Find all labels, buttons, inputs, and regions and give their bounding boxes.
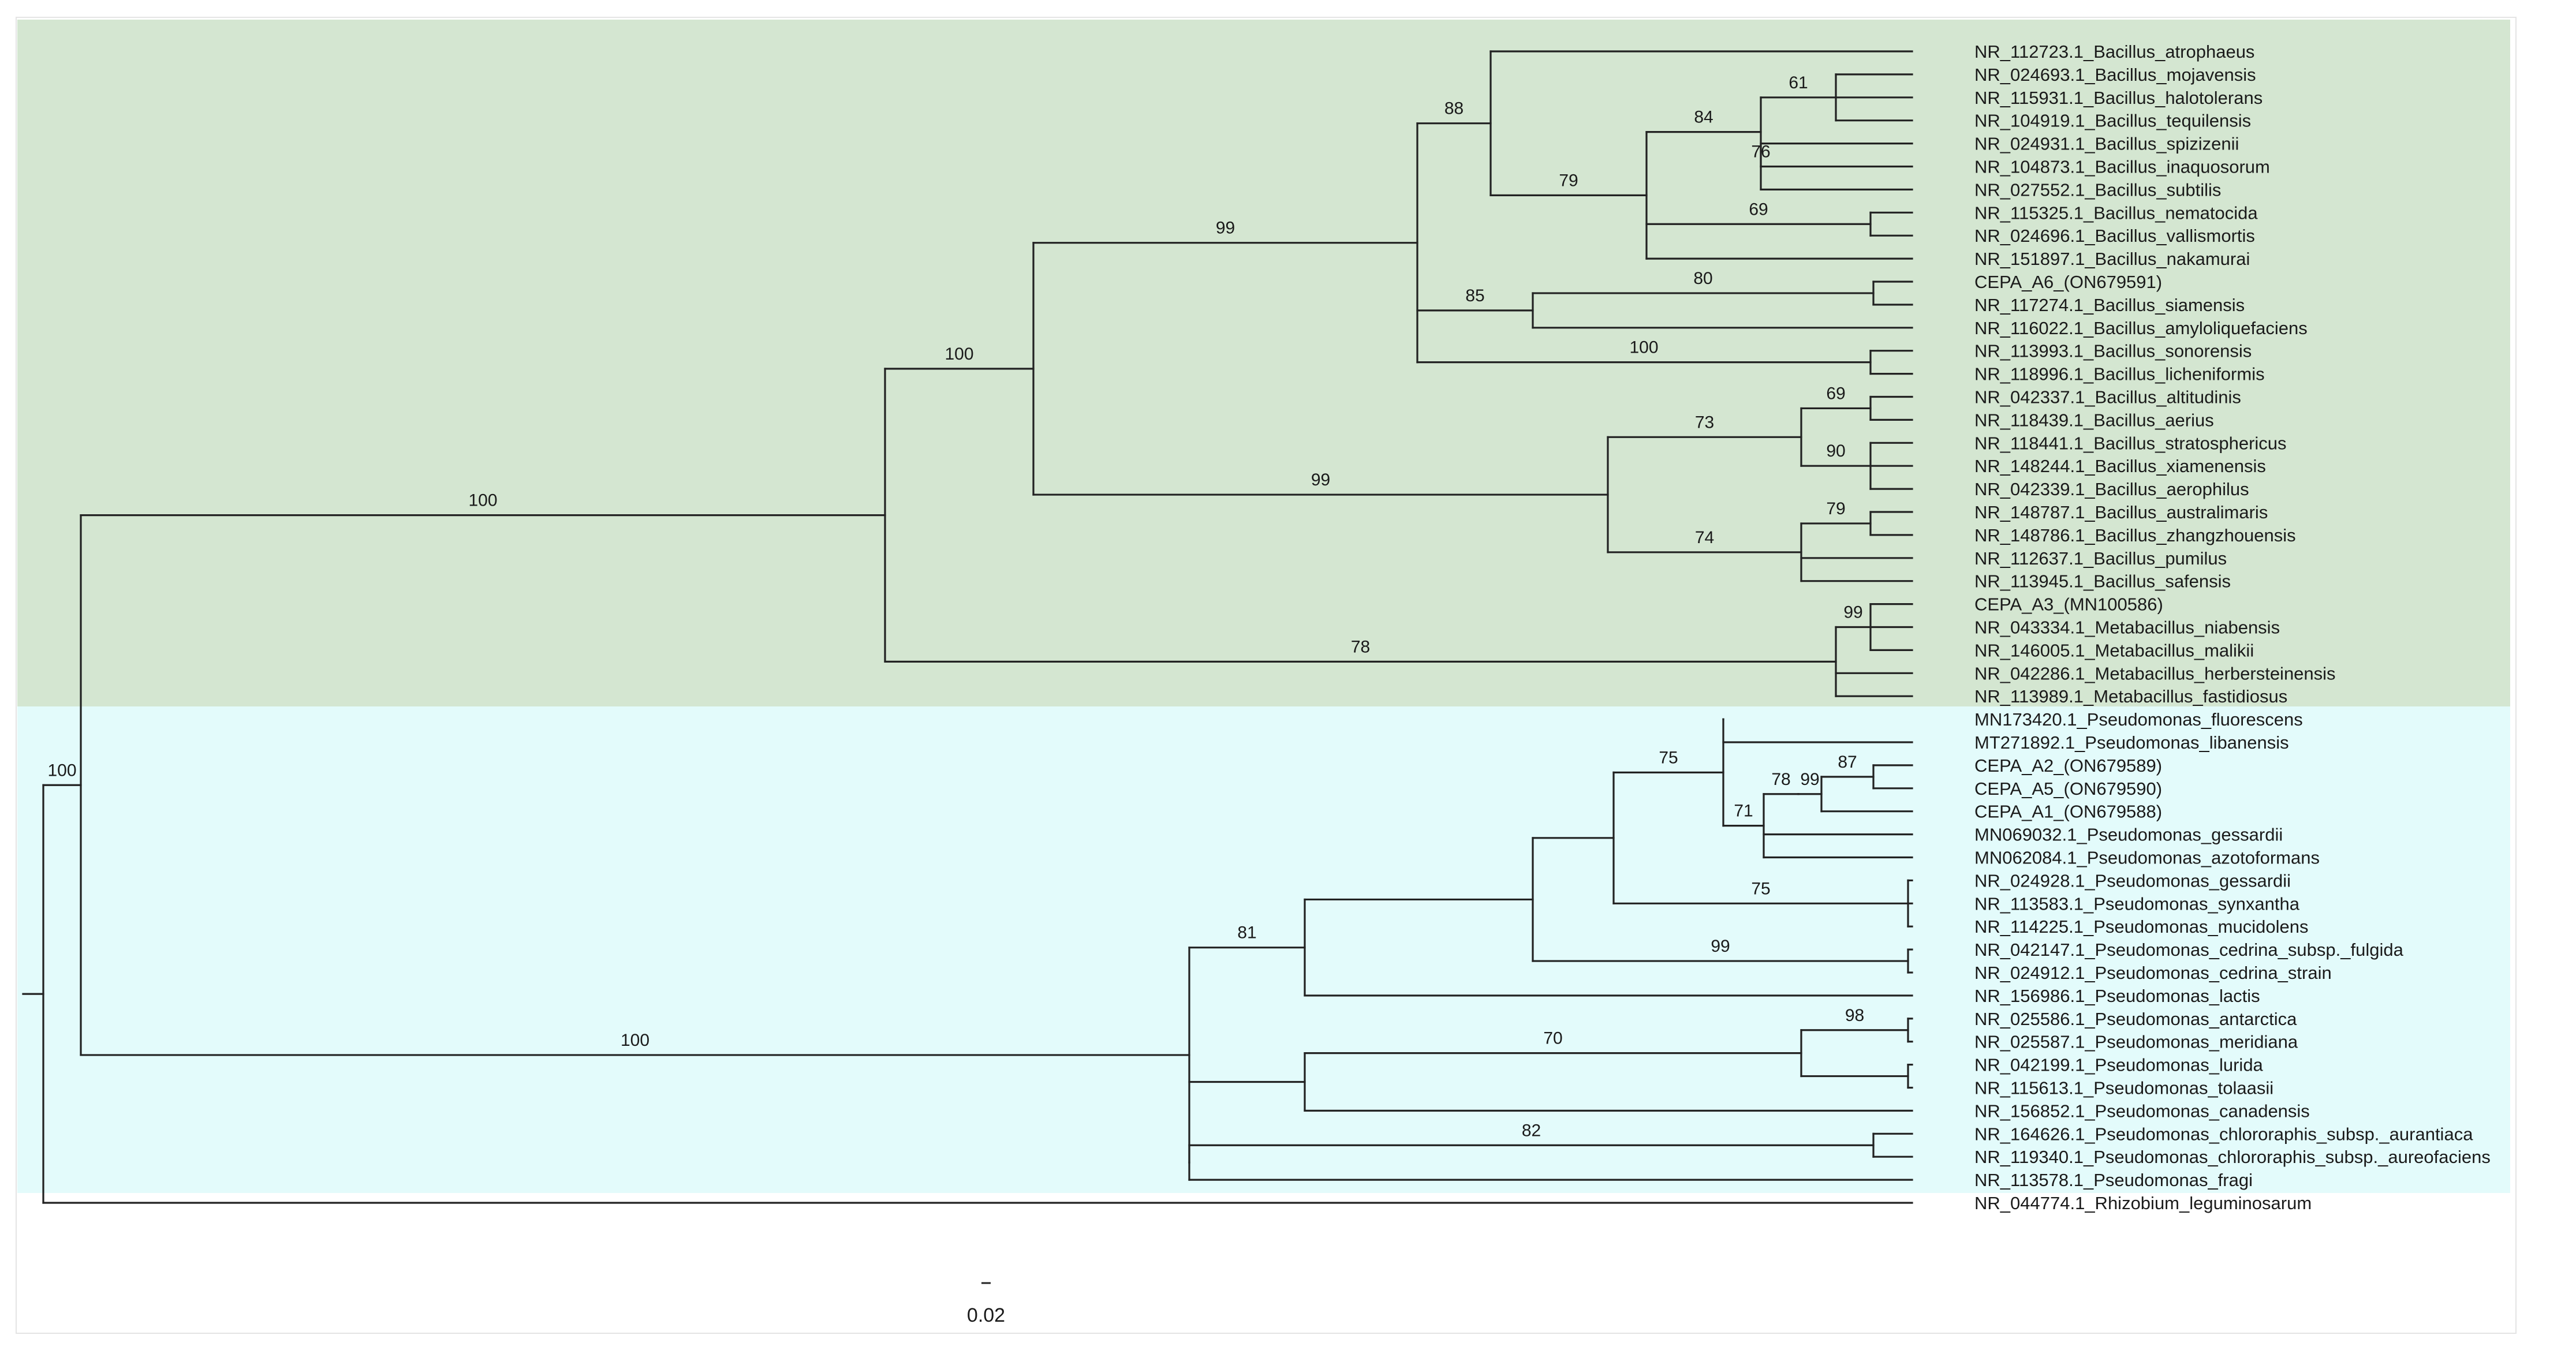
taxon-label: NR_024693.1_Bacillus_mojavensis bbox=[1974, 65, 2256, 85]
taxon-label: NR_156852.1_Pseudomonas_canadensis bbox=[1974, 1101, 2310, 1121]
bootstrap-value: 69 bbox=[1826, 384, 1845, 403]
bootstrap-value: 84 bbox=[1694, 108, 1713, 127]
taxon-label: NR_025586.1_Pseudomonas_antarctica bbox=[1974, 1009, 2297, 1029]
taxon-label: NR_148787.1_Bacillus_australimaris bbox=[1974, 502, 2268, 522]
taxon-label: NR_024931.1_Bacillus_spizizenii bbox=[1974, 134, 2239, 154]
bootstrap-value: 76 bbox=[1751, 143, 1770, 162]
bootstrap-value: 79 bbox=[1559, 171, 1578, 190]
bootstrap-value: 78 bbox=[1351, 637, 1370, 656]
taxon-label: NR_042286.1_Metabacillus_herbersteinensi… bbox=[1974, 663, 2336, 683]
scale-bar: 0.02 bbox=[967, 1282, 1005, 1326]
taxon-label: NR_148244.1_Bacillus_xiamenensis bbox=[1974, 456, 2266, 476]
bootstrap-value: 79 bbox=[1826, 499, 1845, 518]
taxon-label: NR_117274.1_Bacillus_siamensis bbox=[1974, 295, 2245, 315]
taxon-label: NR_115613.1_Pseudomonas_tolaasii bbox=[1974, 1078, 2273, 1098]
taxon-label: NR_156986.1_Pseudomonas_lactis bbox=[1974, 986, 2260, 1006]
scale-bar-label: 0.02 bbox=[967, 1304, 1005, 1326]
bootstrap-value: 99 bbox=[1843, 603, 1862, 622]
taxon-label: NR_113945.1_Bacillus_safensis bbox=[1974, 571, 2231, 592]
bootstrap-value: 88 bbox=[1444, 99, 1464, 118]
bootstrap-labels: 100 100 100 99 88 79 84 61 76 69 85 80 100 99 73 69 90 74… bbox=[47, 73, 1864, 1140]
bootstrap-value: 100 bbox=[47, 761, 76, 780]
taxon-label: NR_116022.1_Bacillus_amyloliquefaciens bbox=[1974, 318, 2308, 338]
bootstrap-value: 98 bbox=[1845, 1006, 1864, 1025]
bootstrap-value: 100 bbox=[621, 1031, 649, 1050]
taxon-label: NR_115931.1_Bacillus_halotolerans bbox=[1974, 88, 2263, 108]
taxon-label: CEPA_A3_(MN100586) bbox=[1974, 594, 2163, 615]
taxon-label: NR_115325.1_Bacillus_nematocida bbox=[1974, 203, 2258, 223]
bootstrap-value: 74 bbox=[1695, 528, 1714, 547]
taxon-label: NR_118996.1_Bacillus_licheniformis bbox=[1974, 364, 2265, 384]
bootstrap-value: 100 bbox=[468, 491, 497, 510]
taxon-label: CEPA_A1_(ON679588) bbox=[1974, 802, 2162, 822]
taxon-label: NR_146005.1_Metabacillus_malikii bbox=[1974, 640, 2254, 660]
taxon-label: NR_042147.1_Pseudomonas_cedrina_subsp._f… bbox=[1974, 940, 2404, 960]
bootstrap-value: 61 bbox=[1789, 73, 1808, 92]
taxon-label: NR_027552.1_Bacillus_subtilis bbox=[1974, 179, 2221, 200]
taxon-label: NR_148786.1_Bacillus_zhangzhouensis bbox=[1974, 525, 2296, 545]
taxon-label: NR_118439.1_Bacillus_aerius bbox=[1974, 410, 2214, 430]
bootstrap-value: 85 bbox=[1465, 286, 1484, 305]
taxon-label: NR_024928.1_Pseudomonas_gessardii bbox=[1974, 870, 2291, 891]
bootstrap-value: 80 bbox=[1693, 269, 1712, 288]
taxon-label: MN069032.1_Pseudomonas_gessardii bbox=[1974, 825, 2283, 845]
bootstrap-value: 73 bbox=[1695, 413, 1714, 432]
taxon-label: NR_043334.1_Metabacillus_niabensis bbox=[1974, 618, 2280, 638]
taxon-label: NR_113578.1_Pseudomonas_fragi bbox=[1974, 1170, 2253, 1190]
taxon-label: NR_113993.1_Bacillus_sonorensis bbox=[1974, 341, 2252, 361]
bacillus-clade-background bbox=[17, 20, 2510, 706]
taxon-label: NR_164626.1_Pseudomonas_chlororaphis_sub… bbox=[1974, 1124, 2473, 1144]
taxon-label: NR_118441.1_Bacillus_stratosphericus bbox=[1974, 433, 2287, 453]
taxon-label: NR_104873.1_Bacillus_inaquosorum bbox=[1974, 157, 2270, 177]
bootstrap-value: 100 bbox=[944, 345, 973, 364]
taxon-label: NR_042199.1_Pseudomonas_lurida bbox=[1974, 1055, 2264, 1075]
bootstrap-value: 71 bbox=[1734, 802, 1753, 821]
taxon-label: NR_024912.1_Pseudomonas_cedrina_strain bbox=[1974, 963, 2332, 983]
tree-branches bbox=[22, 50, 1913, 1204]
taxon-label: MN173420.1_Pseudomonas_fluorescens bbox=[1974, 709, 2303, 730]
taxon-label: NR_104919.1_Bacillus_tequilensis bbox=[1974, 111, 2251, 131]
bootstrap-value: 100 bbox=[1629, 338, 1658, 357]
taxon-label: MT271892.1_Pseudomonas_libanensis bbox=[1974, 732, 2289, 753]
taxon-label: NR_151897.1_Bacillus_nakamurai bbox=[1974, 249, 2250, 269]
bootstrap-value: 69 bbox=[1749, 200, 1768, 219]
taxon-label: NR_119340.1_Pseudomonas_chlororaphis_sub… bbox=[1974, 1147, 2491, 1167]
taxon-label: CEPA_A2_(ON679589) bbox=[1974, 756, 2162, 776]
taxon-label: CEPA_A6_(ON679591) bbox=[1974, 272, 2162, 292]
bootstrap-value: 82 bbox=[1522, 1121, 1541, 1140]
bootstrap-value: 75 bbox=[1659, 748, 1678, 767]
taxon-label: NR_025587.1_Pseudomonas_meridiana bbox=[1974, 1032, 2298, 1052]
tip-labels: NR_112723.1_Bacillus_atrophaeus NR_024693… bbox=[1974, 42, 2491, 1213]
pseudomonas-clade-background bbox=[17, 706, 2510, 1193]
bootstrap-value: 99 bbox=[1800, 770, 1819, 789]
bootstrap-value: 70 bbox=[1543, 1029, 1562, 1048]
bootstrap-value: 99 bbox=[1216, 219, 1235, 238]
bootstrap-value: 75 bbox=[1751, 879, 1770, 898]
taxon-label: NR_114225.1_Pseudomonas_mucidolens bbox=[1974, 917, 2308, 937]
bootstrap-value: 90 bbox=[1826, 442, 1845, 461]
taxon-label: NR_042337.1_Bacillus_altitudinis bbox=[1974, 387, 2241, 407]
bootstrap-value: 87 bbox=[1838, 753, 1857, 772]
taxon-label: NR_113989.1_Metabacillus_fastidiosus bbox=[1974, 686, 2287, 706]
taxon-label: NR_042339.1_Bacillus_aerophilus bbox=[1974, 479, 2249, 499]
taxon-label: CEPA_A5_(ON679590) bbox=[1974, 779, 2162, 799]
taxon-label: NR_024696.1_Bacillus_vallismortis bbox=[1974, 226, 2255, 246]
taxon-label: NR_112723.1_Bacillus_atrophaeus bbox=[1974, 42, 2254, 62]
bootstrap-value: 78 bbox=[1771, 770, 1790, 789]
taxon-label: NR_113583.1_Pseudomonas_synxantha bbox=[1974, 893, 2300, 914]
taxon-label: NR_112637.1_Bacillus_pumilus bbox=[1974, 548, 2227, 569]
taxon-label: MN062084.1_Pseudomonas_azotoformans bbox=[1974, 848, 2320, 868]
bootstrap-value: 99 bbox=[1311, 470, 1330, 489]
taxon-label: NR_044774.1_Rhizobium_leguminosarum bbox=[1974, 1193, 2312, 1213]
bootstrap-value: 81 bbox=[1237, 923, 1256, 943]
bootstrap-value: 99 bbox=[1711, 937, 1730, 956]
